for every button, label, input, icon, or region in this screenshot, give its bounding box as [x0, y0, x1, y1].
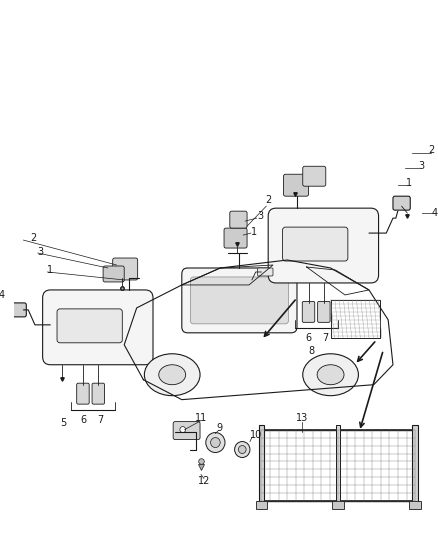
Text: 3: 3 — [38, 247, 44, 257]
Text: 4: 4 — [431, 208, 437, 218]
FancyBboxPatch shape — [303, 166, 326, 186]
Bar — [258, 425, 265, 506]
Text: 1: 1 — [47, 265, 53, 275]
Text: 10: 10 — [250, 430, 262, 440]
Text: 3: 3 — [419, 161, 425, 171]
Text: 12: 12 — [198, 477, 210, 487]
Text: 11: 11 — [195, 413, 207, 423]
FancyBboxPatch shape — [173, 422, 200, 440]
FancyBboxPatch shape — [77, 383, 89, 404]
FancyBboxPatch shape — [268, 208, 378, 283]
Text: 13: 13 — [296, 413, 308, 423]
Text: 1: 1 — [406, 178, 412, 188]
Bar — [412, 425, 418, 506]
FancyBboxPatch shape — [258, 268, 273, 276]
Circle shape — [235, 441, 250, 457]
FancyBboxPatch shape — [224, 228, 247, 248]
Text: 7: 7 — [97, 415, 103, 425]
FancyBboxPatch shape — [92, 383, 105, 404]
Bar — [409, 502, 421, 510]
Circle shape — [211, 438, 220, 448]
Text: 6: 6 — [305, 333, 311, 343]
Text: 9: 9 — [216, 423, 223, 433]
Ellipse shape — [145, 354, 200, 395]
FancyBboxPatch shape — [283, 174, 308, 196]
FancyBboxPatch shape — [103, 266, 124, 282]
Text: 7: 7 — [323, 333, 329, 343]
FancyBboxPatch shape — [302, 301, 315, 322]
Bar — [261, 430, 415, 502]
FancyBboxPatch shape — [113, 258, 138, 280]
Ellipse shape — [303, 354, 358, 395]
FancyBboxPatch shape — [182, 268, 297, 333]
Text: 1: 1 — [251, 227, 257, 237]
Ellipse shape — [159, 365, 186, 385]
FancyBboxPatch shape — [57, 309, 122, 343]
Text: 2: 2 — [428, 146, 434, 155]
Text: 5: 5 — [60, 417, 67, 427]
FancyBboxPatch shape — [42, 290, 153, 365]
FancyBboxPatch shape — [283, 227, 348, 261]
Text: 3: 3 — [258, 211, 264, 221]
Text: 2: 2 — [265, 195, 271, 205]
Bar — [336, 425, 340, 506]
FancyBboxPatch shape — [318, 301, 330, 322]
Circle shape — [206, 433, 225, 453]
Bar — [256, 502, 267, 510]
FancyBboxPatch shape — [9, 303, 26, 317]
Bar — [331, 300, 381, 338]
FancyBboxPatch shape — [393, 196, 410, 210]
Circle shape — [238, 446, 246, 454]
Text: 6: 6 — [80, 415, 86, 425]
FancyBboxPatch shape — [191, 277, 288, 324]
Bar — [261, 430, 415, 502]
Text: 8: 8 — [308, 346, 314, 356]
Ellipse shape — [317, 365, 344, 385]
Bar — [332, 502, 344, 510]
Text: 2: 2 — [30, 233, 36, 243]
Text: 4: 4 — [0, 290, 4, 300]
Circle shape — [180, 426, 186, 433]
FancyBboxPatch shape — [230, 211, 247, 228]
Bar — [331, 300, 381, 338]
